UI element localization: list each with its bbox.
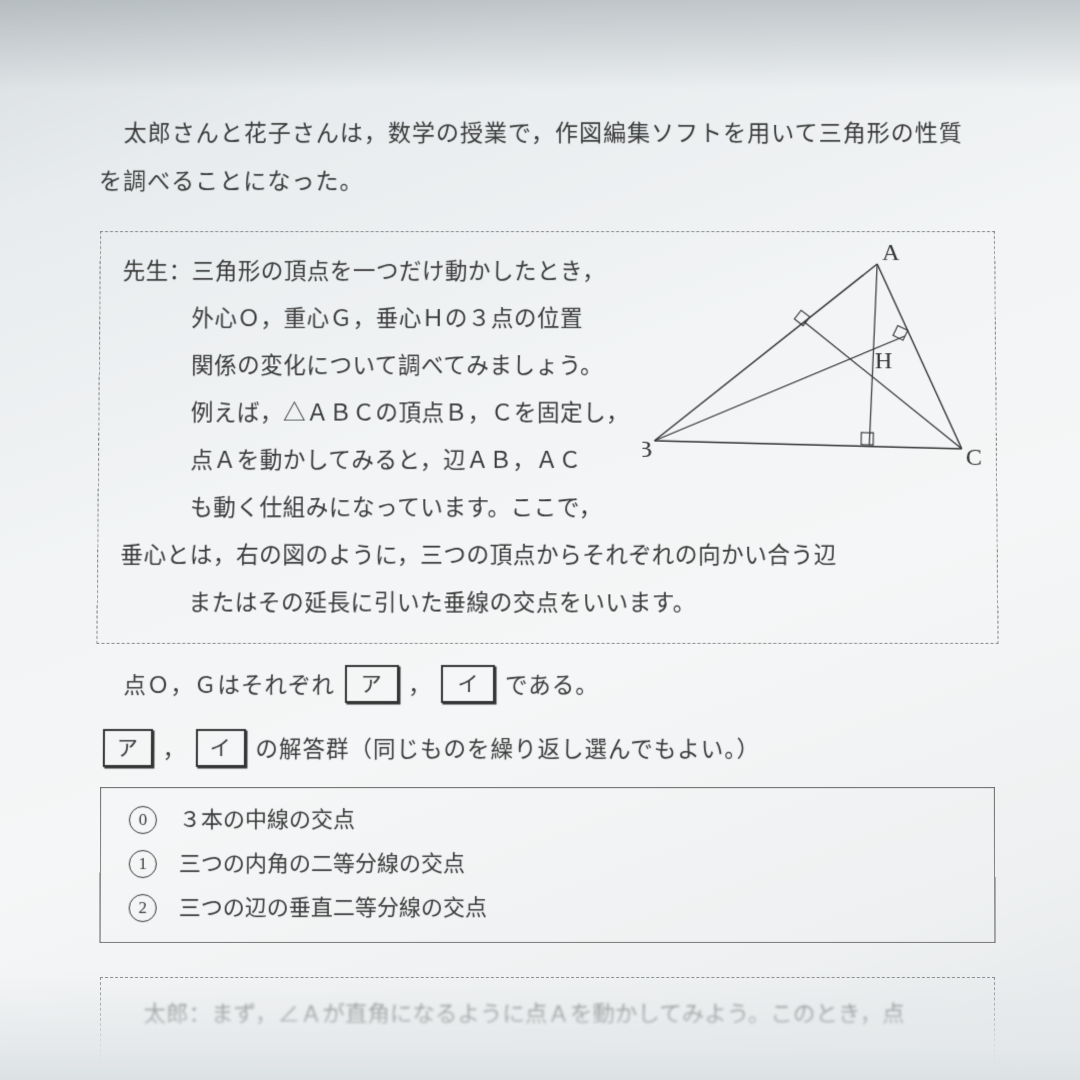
answer-box-i: イ xyxy=(441,665,495,703)
choice-header-post: の解答群（同じものを繰り返し選んでもよい。） xyxy=(255,737,760,762)
label-h: H xyxy=(875,348,893,374)
choice-1-num: 1 xyxy=(129,850,157,878)
answer-box-a: ア xyxy=(345,665,399,703)
choice-0-num: 0 xyxy=(129,806,157,834)
altitude-from-c xyxy=(804,322,961,449)
bottom-text: 太郎：まず，∠Ａが直角になるように点Ａを動かしてみよう。このとき，点 xyxy=(121,992,974,1038)
choice-2-num: 2 xyxy=(129,894,157,922)
teacher-l7: 垂心とは，右の図のように，三つの頂点からそれぞれの向かい合う辺 xyxy=(120,532,975,580)
statement-post: である。 xyxy=(505,673,599,698)
choice-1-text: 三つの内角の二等分線の交点 xyxy=(179,842,465,886)
choice-1: 1 三つの内角の二等分線の交点 xyxy=(129,842,967,886)
label-b: B xyxy=(642,437,653,463)
teacher-dialog-box: A B C H 先生： 三角形の頂点を一つだけ動かしたとき， 外心Ｏ，重心Ｇ，垂… xyxy=(96,231,998,644)
label-a: A xyxy=(882,242,900,266)
statement-mid: ， xyxy=(408,673,432,698)
teacher-l8: またはその延長に引いた垂線の交点をいいます。 xyxy=(188,579,975,627)
choice-0: 0 ３本の中線の交点 xyxy=(129,798,966,842)
triangle-figure: A B C H xyxy=(642,242,984,499)
label-c: C xyxy=(966,445,983,471)
teacher-speaker: 先生： xyxy=(122,248,191,295)
top-shadow xyxy=(0,0,1080,90)
choice-header: ア ， イ の解答群（同じものを繰り返し選んでもよい。） xyxy=(100,727,995,773)
side-bc xyxy=(654,441,961,449)
triangle-svg: A B C H xyxy=(642,242,984,483)
choice-0-text: ３本の中線の交点 xyxy=(179,798,355,842)
altitude-from-b xyxy=(654,336,905,441)
choice-header-mid: ， xyxy=(162,737,186,762)
choice-options-box: 0 ３本の中線の交点 1 三つの内角の二等分線の交点 2 三つの辺の垂直二等分線… xyxy=(100,787,996,943)
right-angle-mark-bc xyxy=(861,433,873,445)
side-ab xyxy=(654,264,878,441)
choice-header-box-i: イ xyxy=(196,729,246,767)
intro-line-1: 太郎さんと花子さんは，数学の授業で，作図編集ソフトを用いて三角形の性質 xyxy=(99,110,995,158)
intro-paragraph: 太郎さんと花子さんは，数学の授業で，作図編集ソフトを用いて三角形の性質 を調べる… xyxy=(99,110,997,206)
choice-header-box-a: ア xyxy=(103,729,153,767)
intro-line-2: を調べることになった。 xyxy=(99,158,997,206)
fill-in-statement: 点Ｏ，Ｇはそれぞれ ア ， イ である。 xyxy=(100,663,995,709)
page-photo: 太郎さんと花子さんは，数学の授業で，作図編集ソフトを用いて三角形の性質 を調べる… xyxy=(0,0,1080,1080)
choice-2: 2 三つの辺の垂直二等分線の交点 xyxy=(129,886,967,930)
statement-pre: 点Ｏ，Ｇはそれぞれ xyxy=(100,673,335,698)
choice-2-text: 三つの辺の垂直二等分線の交点 xyxy=(179,886,487,930)
bottom-dialog-partial: 太郎：まず，∠Ａが直角になるように点Ａを動かしてみよう。このとき，点 xyxy=(100,977,995,1062)
